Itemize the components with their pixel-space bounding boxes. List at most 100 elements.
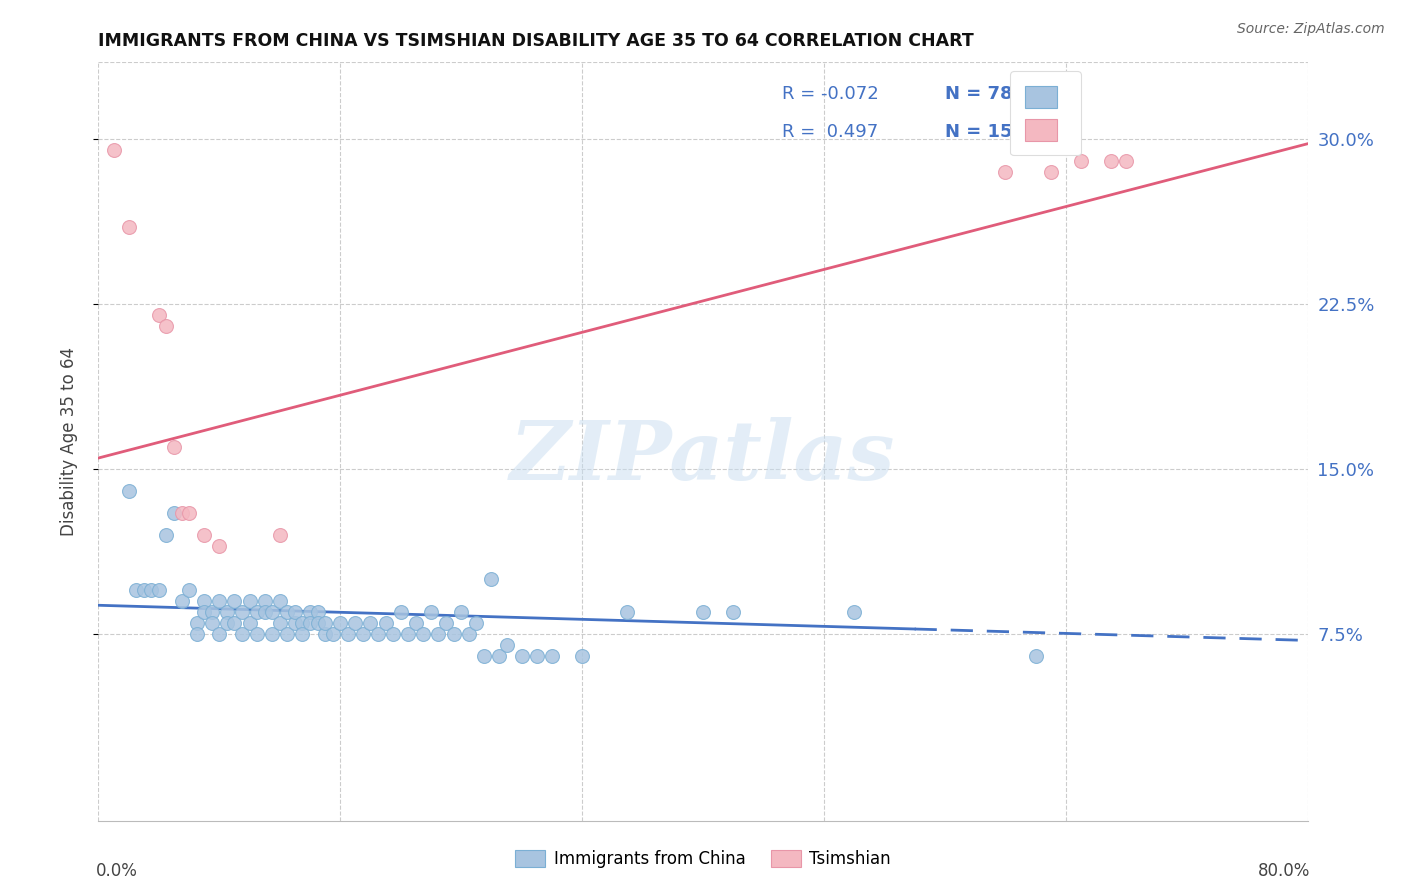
Point [125,582,148,597]
Point [314,627,336,641]
Point [224,594,246,608]
Point [336,627,359,641]
Point [155,528,177,542]
Point [170,506,193,520]
Point [148,582,170,597]
Point [186,627,208,641]
Text: 0.0%: 0.0% [96,863,138,880]
Point [208,627,231,641]
Point [141,582,163,597]
Point [322,627,344,641]
Point [253,594,276,608]
Y-axis label: Disability Age 35 to 64: Disability Age 35 to 64 [59,347,77,536]
Legend: , : , [1011,71,1081,155]
Point [163,506,186,520]
Point [193,594,215,608]
Point [457,627,479,641]
Point [367,627,389,641]
Point [179,582,201,597]
Point [314,615,336,630]
Text: R =  0.497: R = 0.497 [782,123,877,141]
Point [427,627,450,641]
Point [510,648,533,663]
Point [488,648,510,663]
Point [284,615,307,630]
Text: N = 15: N = 15 [945,123,1012,141]
Point [329,615,352,630]
Point [193,528,215,542]
Point [163,440,186,454]
Point [352,627,374,641]
Point [208,594,231,608]
Text: R = -0.072: R = -0.072 [782,86,879,103]
Point [224,615,246,630]
Point [299,605,322,619]
Point [307,615,329,630]
Point [723,605,745,619]
Point [208,539,231,553]
Text: IMMIGRANTS FROM CHINA VS TSIMSHIAN DISABILITY AGE 35 TO 64 CORRELATION CHART: IMMIGRANTS FROM CHINA VS TSIMSHIAN DISAB… [98,32,974,50]
Point [291,615,314,630]
Text: ZIPatlas: ZIPatlas [510,417,896,497]
Point [231,627,253,641]
Point [344,615,367,630]
Point [1099,154,1122,169]
Point [262,605,284,619]
Point [193,605,215,619]
Point [526,648,548,663]
Point [481,572,503,586]
Point [291,627,314,641]
Point [360,615,382,630]
Point [284,605,307,619]
Point [540,648,562,663]
Point [269,615,291,630]
Text: Source: ZipAtlas.com: Source: ZipAtlas.com [1237,22,1385,37]
Point [307,605,329,619]
Point [201,605,224,619]
Point [1024,648,1046,663]
Point [412,627,434,641]
Point [382,627,405,641]
Point [179,506,201,520]
Point [276,627,298,641]
Point [472,648,495,663]
Point [239,615,262,630]
Point [374,615,396,630]
Point [155,319,177,334]
Point [844,605,866,619]
Text: 80.0%: 80.0% [1257,863,1310,880]
Point [215,605,238,619]
Point [201,615,224,630]
Point [269,594,291,608]
Point [262,627,284,641]
Point [571,648,593,663]
Point [186,615,208,630]
Point [246,627,269,641]
Point [443,627,465,641]
Point [420,605,443,619]
Point [215,615,238,630]
Point [1039,165,1062,179]
Point [1115,154,1137,169]
Point [389,605,412,619]
Point [276,605,298,619]
Point [239,594,262,608]
Point [269,528,291,542]
Point [170,594,193,608]
Point [231,605,253,619]
Point [994,165,1017,179]
Point [148,308,170,322]
Legend: Immigrants from China, Tsimshian: Immigrants from China, Tsimshian [509,843,897,875]
Point [405,615,427,630]
Point [118,483,141,498]
Point [692,605,714,619]
Text: N = 78: N = 78 [945,86,1012,103]
Point [246,605,269,619]
Point [299,615,322,630]
Point [396,627,419,641]
Point [616,605,638,619]
Point [118,220,141,235]
Point [434,615,457,630]
Point [132,582,155,597]
Point [465,615,488,630]
